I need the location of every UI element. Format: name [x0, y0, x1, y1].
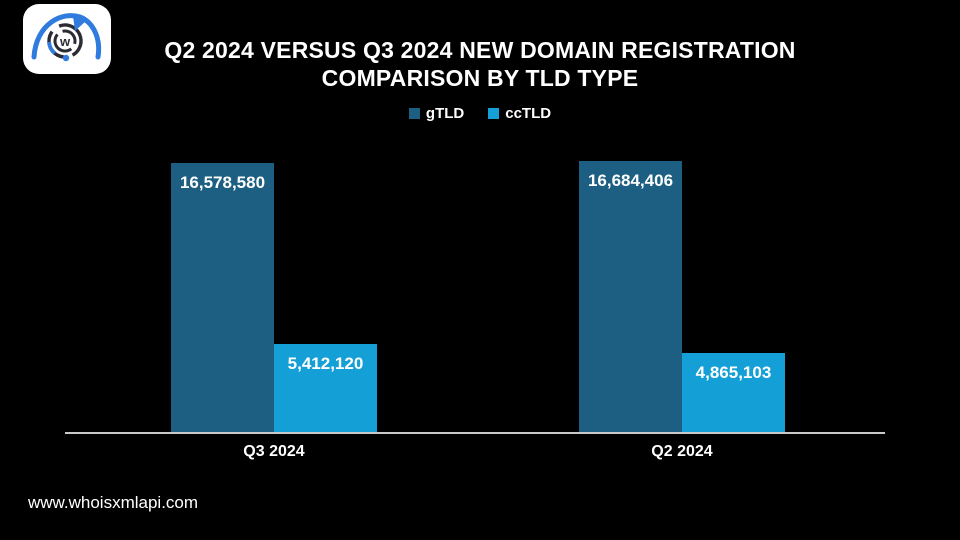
bar-value-label: 16,684,406	[587, 171, 674, 190]
chart-title: Q2 2024 VERSUS Q3 2024 NEW DOMAIN REGIST…	[0, 36, 960, 92]
cctld-legend-label: ccTLD	[505, 105, 552, 122]
category-label: Q2 2024	[651, 443, 713, 460]
bar-value-label: 16,578,580	[179, 173, 266, 192]
bar-value-label: 5,412,120	[287, 354, 364, 373]
gtld-legend-label: gTLD	[425, 105, 465, 122]
chart-title-line2: COMPARISON BY TLD TYPE	[321, 65, 639, 91]
whoisxmlapi-logo: w	[23, 4, 111, 74]
chart-title-line1: Q2 2024 VERSUS Q3 2024 NEW DOMAIN REGIST…	[164, 37, 796, 63]
category-label: Q3 2024	[243, 443, 305, 460]
x-axis-line	[65, 432, 885, 434]
legend-item-cctld: ccTLD	[488, 105, 551, 122]
bar-cctld-q2-2024: 4,865,103	[682, 353, 785, 432]
bar-gtld-q3-2024: 16,578,580	[171, 163, 274, 432]
legend-item-gtld: gTLD	[408, 105, 465, 122]
whoisxmlapi-logo-icon: w	[31, 13, 102, 62]
bar-gtld-q2-2024: 16,684,406	[579, 161, 682, 432]
cctld-legend-swatch-icon	[488, 108, 500, 119]
gtld-legend-swatch-icon	[408, 108, 420, 119]
footer-url: www.whoisxmlapi.com	[28, 493, 199, 512]
chart-legend: gTLD ccTLD	[0, 105, 960, 122]
bar-cctld-q3-2024: 5,412,120	[274, 344, 377, 432]
bar-value-label: 4,865,103	[695, 363, 772, 382]
svg-text:w: w	[59, 34, 71, 49]
